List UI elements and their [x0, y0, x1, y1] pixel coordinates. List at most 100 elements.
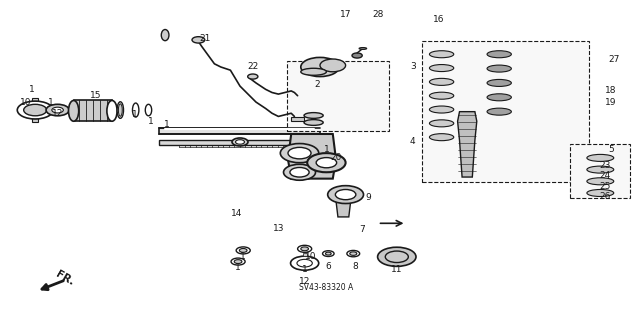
Text: 23: 23 [599, 161, 611, 170]
Text: 7: 7 [359, 225, 364, 234]
Text: 4: 4 [410, 137, 415, 146]
Text: 5: 5 [609, 145, 614, 154]
Bar [32, 98, 38, 102]
Text: 14: 14 [231, 209, 243, 218]
Ellipse shape [429, 120, 454, 127]
Text: 21: 21 [199, 34, 211, 43]
Ellipse shape [587, 154, 614, 161]
Text: 1: 1 [148, 117, 153, 126]
Circle shape [17, 101, 53, 119]
Bar [570, 144, 630, 198]
Text: 20: 20 [330, 153, 342, 162]
Ellipse shape [118, 104, 122, 116]
Bar [32, 118, 38, 122]
Text: SV43-83320 A: SV43-83320 A [300, 283, 353, 292]
Circle shape [385, 251, 408, 263]
Ellipse shape [487, 108, 511, 115]
Text: 1: 1 [302, 265, 307, 274]
Bar [422, 41, 589, 182]
Ellipse shape [236, 247, 250, 254]
Text: 27: 27 [609, 55, 620, 63]
Text: 22: 22 [247, 63, 259, 71]
Ellipse shape [487, 65, 511, 72]
Ellipse shape [236, 140, 244, 144]
Circle shape [301, 57, 339, 77]
Circle shape [46, 104, 69, 116]
Circle shape [248, 74, 258, 79]
Text: 26: 26 [599, 192, 611, 201]
Ellipse shape [304, 113, 323, 118]
Circle shape [284, 164, 316, 180]
Bar [287, 61, 389, 131]
Ellipse shape [145, 104, 152, 116]
Circle shape [378, 247, 416, 266]
Ellipse shape [350, 252, 357, 255]
Text: 19: 19 [605, 98, 617, 107]
Circle shape [192, 37, 205, 43]
Ellipse shape [301, 247, 308, 251]
Ellipse shape [161, 30, 169, 41]
Ellipse shape [298, 245, 312, 252]
Text: 3: 3 [410, 63, 415, 71]
Ellipse shape [487, 94, 511, 101]
Text: 28: 28 [372, 10, 383, 19]
Polygon shape [458, 112, 477, 177]
Ellipse shape [487, 79, 511, 86]
Bar [159, 140, 320, 145]
Bar [159, 128, 320, 134]
Ellipse shape [68, 100, 79, 121]
Ellipse shape [587, 166, 614, 173]
Ellipse shape [239, 249, 247, 252]
Text: 12: 12 [299, 277, 310, 286]
Ellipse shape [429, 78, 454, 85]
Polygon shape [336, 201, 351, 217]
Ellipse shape [232, 138, 248, 146]
Ellipse shape [587, 178, 614, 185]
Circle shape [297, 259, 312, 267]
Ellipse shape [359, 48, 367, 49]
Bar [303, 253, 307, 256]
Ellipse shape [231, 258, 245, 265]
Ellipse shape [117, 102, 124, 118]
Circle shape [307, 153, 346, 172]
Text: FR.: FR. [54, 269, 76, 287]
Circle shape [352, 53, 362, 58]
Ellipse shape [429, 64, 454, 71]
Ellipse shape [429, 51, 454, 58]
Text: 18: 18 [605, 86, 617, 95]
Text: 10: 10 [20, 98, 31, 107]
Text: 1: 1 [29, 85, 35, 94]
Circle shape [320, 59, 346, 72]
Circle shape [290, 167, 309, 177]
Ellipse shape [301, 68, 326, 75]
Circle shape [335, 189, 356, 200]
Ellipse shape [323, 251, 334, 256]
Ellipse shape [326, 252, 332, 255]
Ellipse shape [429, 92, 454, 99]
Text: 9: 9 [365, 193, 371, 202]
Text: 1: 1 [132, 110, 137, 119]
Ellipse shape [587, 189, 614, 197]
Text: 25: 25 [599, 182, 611, 191]
Ellipse shape [429, 106, 454, 113]
Text: 8: 8 [353, 262, 358, 271]
Circle shape [328, 186, 364, 204]
Text: 13: 13 [273, 224, 284, 233]
Text: 17: 17 [340, 10, 351, 19]
Polygon shape [288, 134, 336, 179]
Text: 12: 12 [52, 109, 63, 118]
Circle shape [280, 144, 319, 163]
Text: 24: 24 [599, 171, 611, 180]
Text: 6: 6 [326, 262, 331, 271]
Circle shape [52, 107, 63, 113]
Text: 1: 1 [324, 145, 329, 154]
Ellipse shape [304, 120, 323, 125]
Ellipse shape [132, 103, 139, 117]
Ellipse shape [234, 260, 242, 263]
Bar [291, 117, 304, 121]
Text: 11: 11 [391, 265, 403, 274]
Text: 15: 15 [90, 91, 102, 100]
Bar [74, 100, 112, 121]
Ellipse shape [107, 100, 117, 121]
Text: 2: 2 [314, 80, 319, 89]
